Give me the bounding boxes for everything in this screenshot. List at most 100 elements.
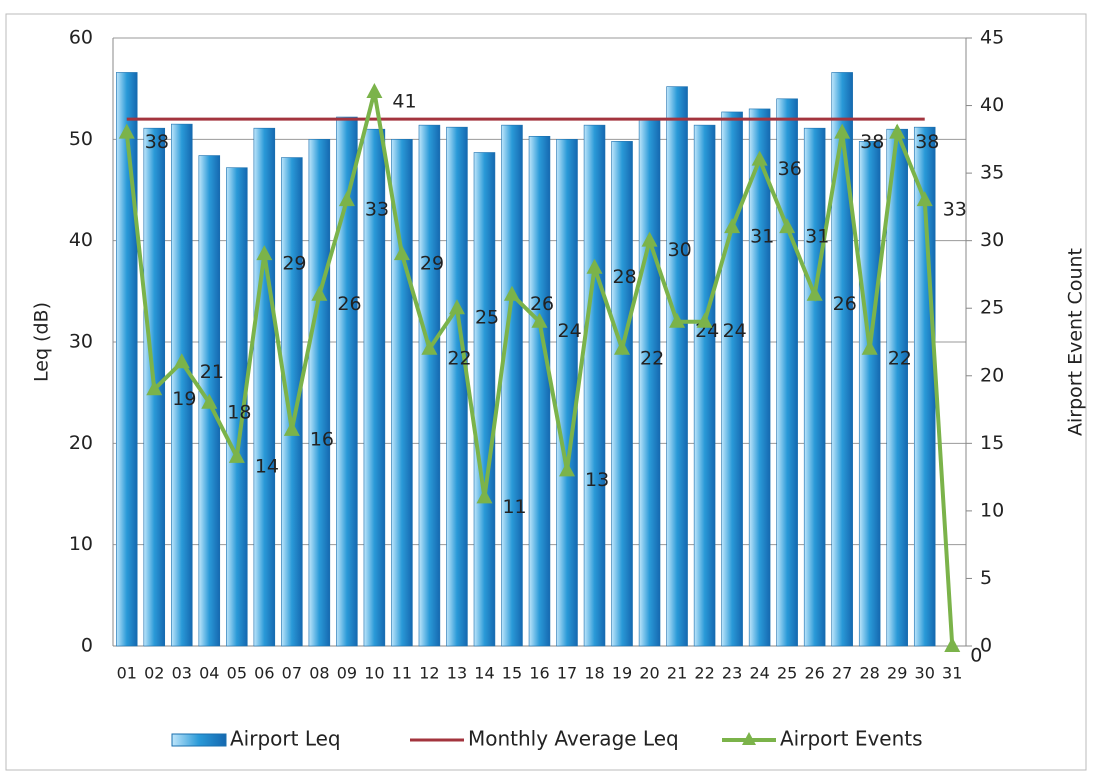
event-marker — [916, 191, 933, 207]
x-tick-label: 07 — [282, 664, 302, 683]
event-marker — [861, 339, 878, 355]
x-tick-label: 15 — [502, 664, 522, 683]
x-tick-label: 26 — [804, 664, 824, 683]
bar — [611, 141, 633, 647]
bar — [281, 157, 303, 647]
y-tick-label: 50 — [69, 128, 93, 150]
x-tick-label: 30 — [915, 664, 935, 683]
event-marker — [256, 245, 273, 261]
bar — [336, 116, 358, 647]
y2-tick-label: 20 — [980, 364, 1004, 386]
data-label: 36 — [778, 158, 802, 180]
event-marker — [779, 218, 796, 234]
data-label: 13 — [585, 469, 609, 491]
x-tick-label: 28 — [860, 664, 880, 683]
data-label: 22 — [888, 347, 912, 369]
legend-swatch — [171, 733, 227, 747]
x-tick-label: 11 — [392, 664, 412, 683]
x-tick-label: 27 — [832, 664, 852, 683]
legend-marker — [742, 732, 756, 745]
bar — [886, 128, 908, 647]
event-marker — [614, 339, 631, 355]
y2-tick-label: 15 — [980, 432, 1004, 454]
bar — [858, 141, 881, 647]
data-label: 24 — [558, 320, 582, 342]
bar — [418, 124, 441, 647]
data-label: 38 — [145, 131, 169, 153]
event-marker — [944, 637, 961, 652]
data-label: 38 — [915, 131, 939, 153]
x-tick-label: 18 — [584, 664, 604, 683]
event-marker — [834, 123, 851, 139]
x-tick-label: 02 — [144, 664, 164, 683]
bar — [556, 139, 578, 647]
x-tick-label: 09 — [337, 664, 357, 683]
bar — [226, 167, 248, 647]
data-label: 26 — [833, 293, 857, 315]
data-label: 18 — [227, 401, 251, 423]
data-label: 22 — [447, 347, 471, 369]
event-marker — [338, 191, 355, 207]
data-label: 28 — [613, 266, 637, 288]
x-tick-label: 01 — [117, 664, 137, 683]
x-tick-label: 21 — [667, 664, 687, 683]
legend-label: Airport Events — [780, 727, 923, 751]
data-label: 41 — [392, 91, 416, 113]
data-label: 29 — [282, 253, 306, 275]
bar — [528, 135, 551, 647]
x-tick-label: 03 — [172, 664, 192, 683]
chart-frame — [5, 13, 1087, 771]
bar — [583, 124, 606, 647]
y2-axis-title: Airport Event Count — [1065, 248, 1087, 436]
event-marker — [531, 312, 548, 328]
data-label: 33 — [365, 199, 389, 221]
bar — [693, 124, 716, 647]
data-label: 22 — [640, 347, 664, 369]
bar — [501, 124, 523, 647]
x-tick-label: 22 — [694, 664, 714, 683]
y-axis-title: Leq (dB) — [31, 302, 53, 382]
event-marker — [146, 380, 163, 396]
event-marker — [201, 393, 218, 409]
data-label: 30 — [668, 239, 692, 261]
event-marker — [118, 123, 135, 139]
bar — [776, 98, 798, 647]
event-marker — [421, 339, 438, 355]
data-label: 14 — [255, 455, 279, 477]
bar — [116, 72, 138, 647]
y-tick-label: 60 — [69, 27, 93, 49]
bar — [831, 72, 853, 647]
y-tick-label: 40 — [69, 229, 93, 251]
y2-tick-label: 10 — [980, 499, 1004, 521]
x-tick-label: 14 — [474, 664, 494, 683]
y-tick-label: 20 — [69, 432, 93, 454]
y-tick-label: 30 — [69, 331, 93, 353]
bar — [803, 127, 826, 647]
event-marker — [448, 299, 465, 315]
y2-tick-label: 25 — [980, 297, 1004, 319]
bar — [721, 111, 743, 647]
data-label: 29 — [420, 253, 444, 275]
event-marker — [724, 218, 741, 234]
event-marker — [696, 312, 713, 328]
event-marker — [311, 285, 328, 301]
event-marker — [228, 447, 245, 463]
event-marker — [366, 83, 383, 99]
x-tick-label: 12 — [419, 664, 439, 683]
bar — [473, 152, 496, 647]
bar — [666, 86, 688, 647]
data-label: 16 — [310, 428, 334, 450]
data-label: 26 — [530, 293, 554, 315]
data-label: 38 — [860, 131, 884, 153]
x-tick-label: 16 — [529, 664, 549, 683]
x-tick-label: 08 — [309, 664, 329, 683]
event-marker — [476, 488, 493, 504]
event-marker — [283, 420, 300, 436]
data-label: 25 — [475, 307, 499, 329]
y2-tick-label: 5 — [980, 567, 992, 589]
x-tick-label: 29 — [887, 664, 907, 683]
y2-tick-label: 0 — [980, 635, 992, 657]
data-label: 21 — [200, 361, 224, 383]
x-tick-label: 17 — [557, 664, 577, 683]
x-tick-label: 13 — [447, 664, 467, 683]
